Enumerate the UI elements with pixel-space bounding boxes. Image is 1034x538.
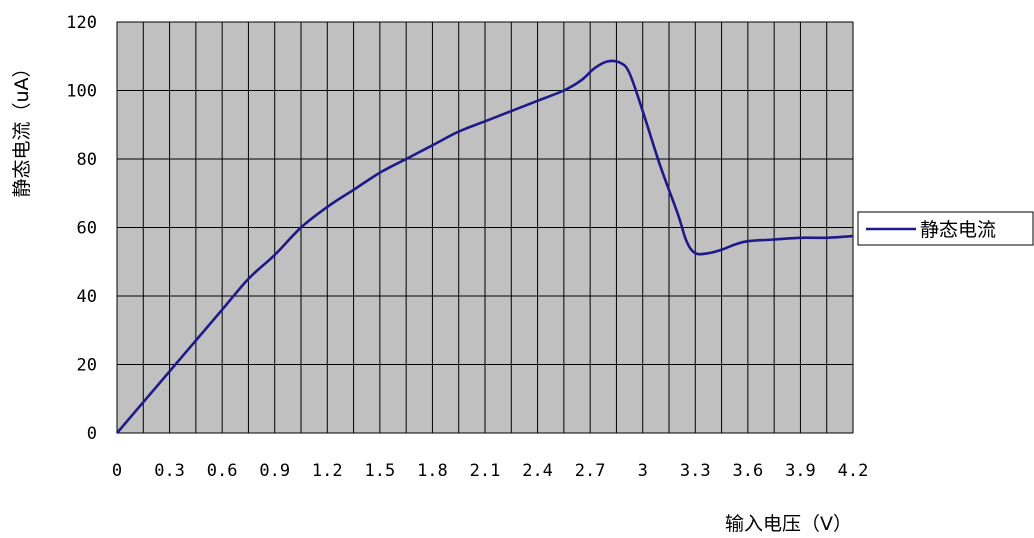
x-tick-label: 3 [638,461,648,481]
x-tick-label: 3.6 [732,461,763,481]
x-tick-label: 0 [112,461,122,481]
y-axis-ticks: 0 20 40 60 80 100 120 [66,13,97,444]
legend-label: 静态电流 [920,219,996,241]
y-tick-label: 60 [77,219,97,239]
legend: 静态电流 [857,211,1034,246]
x-axis-ticks: 0 0.3 0.6 0.9 1.2 1.5 1.8 2.1 2.4 2.7 3 3.3 3.6 3.9 4.… [112,461,868,481]
x-tick-label: 3.9 [785,461,816,481]
x-tick-label: 0.6 [207,461,238,481]
y-tick-label: 0 [87,424,97,444]
x-axis-title: 输入电压（V） [725,513,852,535]
x-tick-label: 1.8 [417,461,448,481]
y-axis-title: 静态电流（uA） [11,58,33,197]
grid-lines [117,22,853,433]
series-layer [116,59,854,434]
x-tick-label: 0.3 [154,461,185,481]
x-tick-label: 0.9 [259,461,290,481]
y-tick-label: 80 [77,150,97,170]
x-tick-label: 2.4 [522,461,553,481]
x-tick-label: 4.2 [838,461,869,481]
plot-border [116,21,854,434]
x-tick-label: 1.5 [364,461,395,481]
y-tick-label: 20 [77,356,97,376]
x-tick-label: 3.3 [680,461,711,481]
x-tick-label: 2.1 [470,461,501,481]
y-tick-label: 40 [77,287,97,307]
series-line [116,59,854,434]
y-tick-label: 100 [66,82,97,102]
x-tick-label: 2.7 [575,461,606,481]
x-tick-label: 1.2 [312,461,343,481]
y-tick-label: 120 [66,13,97,33]
